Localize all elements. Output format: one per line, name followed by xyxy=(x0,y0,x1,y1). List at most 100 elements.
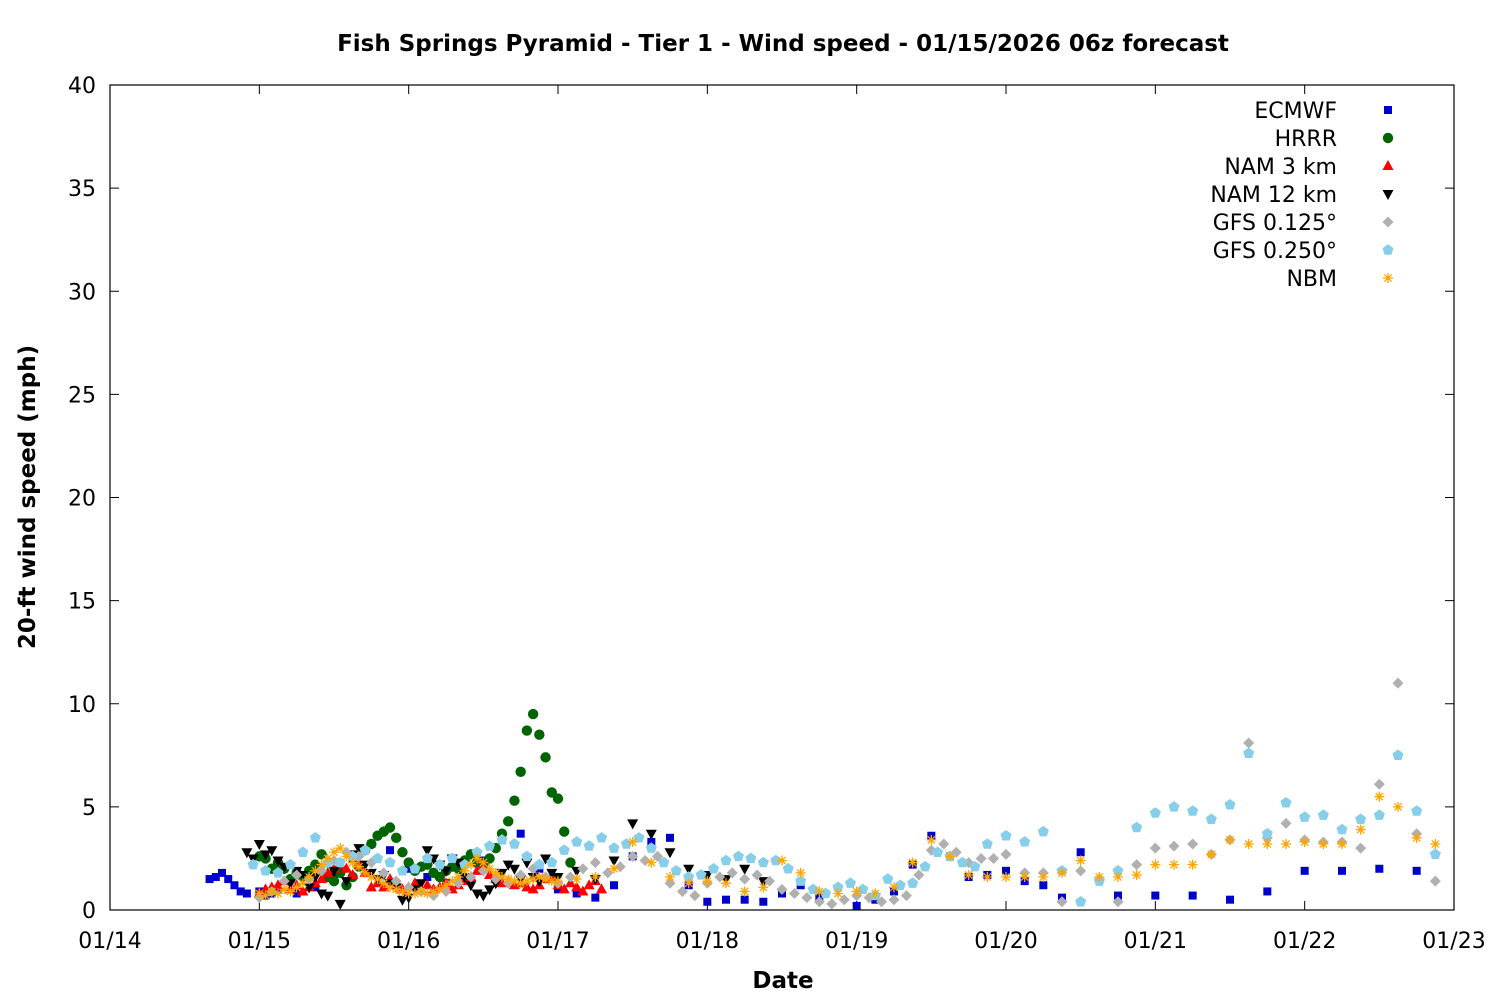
data-point xyxy=(1038,872,1049,882)
data-point xyxy=(757,856,769,868)
data-point xyxy=(1373,809,1385,820)
legend-label: HRRR xyxy=(1275,127,1337,152)
data-point xyxy=(633,832,645,843)
data-point xyxy=(509,876,520,887)
data-point xyxy=(440,866,452,877)
data-point xyxy=(602,867,614,879)
data-point xyxy=(403,857,414,868)
data-point xyxy=(378,878,389,889)
data-point xyxy=(801,892,813,904)
data-point xyxy=(311,883,320,892)
legend-label: NBM xyxy=(1286,267,1337,292)
data-point xyxy=(471,846,483,857)
legend-label: ECMWF xyxy=(1254,99,1337,124)
data-point xyxy=(552,793,564,804)
data-point xyxy=(322,853,333,864)
data-point xyxy=(596,883,608,894)
data-point xyxy=(583,879,595,890)
data-point xyxy=(726,867,738,879)
data-point xyxy=(404,864,413,873)
data-point xyxy=(777,855,787,866)
data-point xyxy=(1224,799,1236,810)
legend-label: GFS 0.125° xyxy=(1213,211,1337,236)
data-point xyxy=(981,838,993,849)
legend-label: NAM 12 km xyxy=(1210,183,1337,208)
data-point xyxy=(397,847,408,858)
legend-marker xyxy=(1382,244,1394,255)
data-point xyxy=(665,872,675,882)
data-point xyxy=(241,848,253,859)
data-point xyxy=(340,877,352,888)
data-point xyxy=(360,867,371,878)
data-point xyxy=(484,840,496,851)
data-point xyxy=(1429,848,1441,859)
legend-label: GFS 0.250° xyxy=(1213,239,1337,264)
data-point xyxy=(590,872,601,882)
data-point xyxy=(882,873,894,884)
data-point xyxy=(1280,817,1292,829)
data-point xyxy=(1131,859,1143,871)
data-point xyxy=(533,858,545,870)
data-point xyxy=(844,877,856,888)
data-point xyxy=(639,855,651,866)
data-point xyxy=(508,838,520,849)
data-point xyxy=(565,857,576,868)
data-point xyxy=(670,865,682,876)
data-point xyxy=(1019,836,1031,847)
data-point xyxy=(609,863,619,874)
data-point xyxy=(372,852,384,864)
data-point xyxy=(322,866,334,877)
data-point xyxy=(564,871,576,883)
data-point xyxy=(1039,881,1048,890)
data-point xyxy=(776,883,788,895)
data-point xyxy=(218,868,226,877)
data-point xyxy=(1243,737,1255,749)
data-point xyxy=(366,838,377,850)
data-point xyxy=(273,888,283,899)
data-point xyxy=(1112,896,1124,908)
data-point xyxy=(1151,891,1160,900)
data-point xyxy=(708,862,720,874)
data-point xyxy=(577,863,589,875)
data-point xyxy=(347,868,359,879)
y-tick-label: 20 xyxy=(68,487,96,512)
data-point xyxy=(732,850,744,862)
data-point xyxy=(1187,838,1199,850)
data-point xyxy=(676,885,688,897)
data-point xyxy=(484,885,496,896)
data-point xyxy=(1056,896,1068,908)
axis-ticks: 0 5 10 15 20 25 30 35 40 01/14 01/15 01/16 01/17 01/1… xyxy=(68,74,1486,954)
data-point xyxy=(403,888,414,899)
x-tick-label: 01/16 xyxy=(377,929,440,954)
data-point xyxy=(1094,872,1105,882)
data-point xyxy=(309,873,321,883)
data-point xyxy=(820,887,832,899)
data-point xyxy=(571,874,582,885)
data-point xyxy=(1374,791,1385,802)
data-point xyxy=(1168,801,1180,812)
data-point xyxy=(353,861,364,872)
data-point xyxy=(571,836,583,847)
data-point xyxy=(683,871,695,882)
data-point xyxy=(521,725,533,736)
data-point xyxy=(888,894,900,906)
data-point xyxy=(291,882,302,893)
x-tick-label: 01/15 xyxy=(228,929,291,954)
data-point xyxy=(627,836,638,847)
data-point xyxy=(409,877,421,888)
x-tick-label: 01/19 xyxy=(825,929,888,954)
data-point xyxy=(1075,895,1087,907)
data-point xyxy=(975,852,987,864)
data-point xyxy=(963,869,974,880)
data-point xyxy=(490,867,501,878)
data-point xyxy=(1131,821,1143,833)
data-point xyxy=(329,847,339,858)
data-point xyxy=(795,875,807,886)
data-point xyxy=(260,890,271,901)
data-point xyxy=(795,867,806,878)
data-point xyxy=(1150,859,1161,870)
data-point xyxy=(415,879,427,890)
data-point xyxy=(527,883,539,894)
data-point xyxy=(386,846,394,855)
data-point xyxy=(242,889,251,898)
